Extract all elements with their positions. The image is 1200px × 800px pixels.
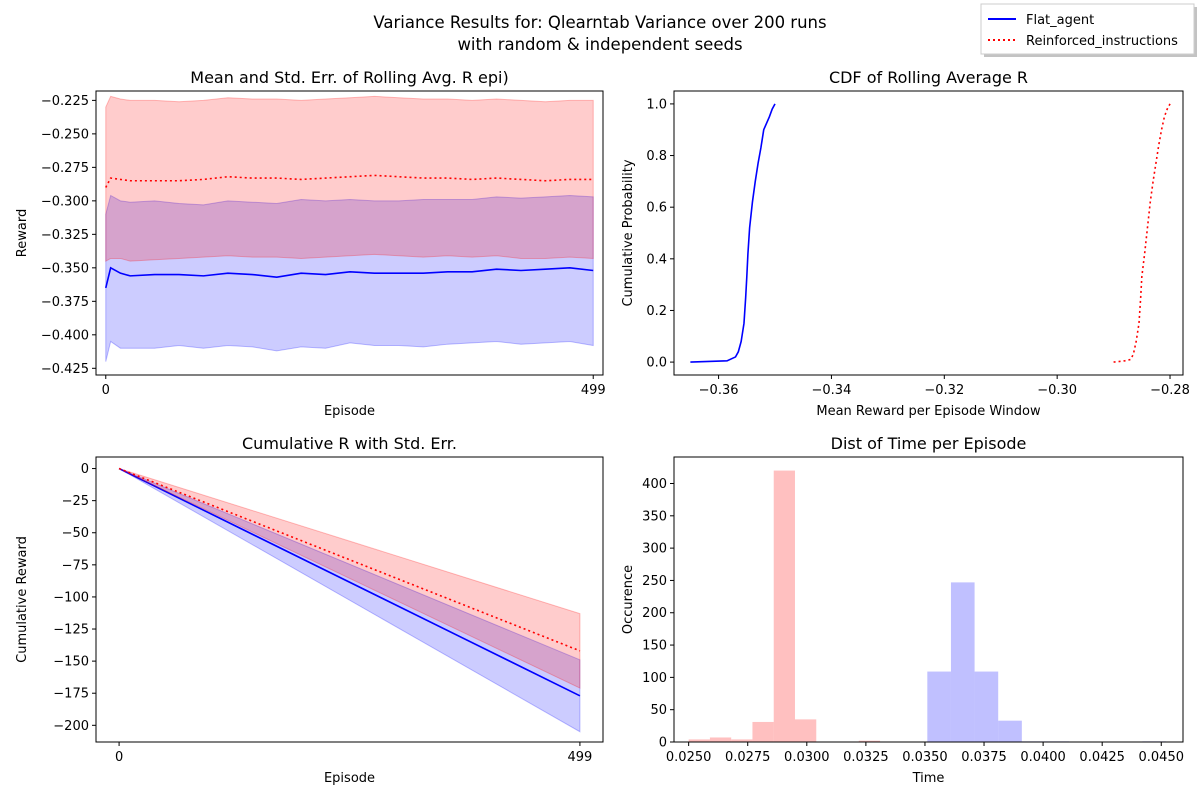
bar-reinforced-instructions-3 xyxy=(752,721,774,742)
y-tick-label: −0.400 xyxy=(41,328,89,343)
y-tick-label: −0.350 xyxy=(41,261,89,276)
y-tick-label: −175 xyxy=(53,687,89,702)
y-tick-label: 0.4 xyxy=(646,252,667,267)
bar-flat-agent-1 xyxy=(950,582,975,742)
x-tick-label: 0.0400 xyxy=(1020,750,1066,765)
line-reinforced-instructions xyxy=(1113,103,1171,363)
y-tick-label: −0.225 xyxy=(41,94,89,109)
x-tick-label: 0.0325 xyxy=(843,750,889,765)
band-reinforced-instructions xyxy=(105,95,594,262)
y-tick-label: −50 xyxy=(62,526,89,541)
bar-reinforced-instructions-4 xyxy=(773,470,795,742)
y-tick-label: −200 xyxy=(53,719,89,734)
y-tick-label: 200 xyxy=(642,606,667,621)
y-tick-label: 0 xyxy=(81,462,89,477)
legend-label-flat-agent: Flat_agent xyxy=(1026,13,1094,28)
y-tick-label: −75 xyxy=(62,558,89,573)
y-tick-label: 100 xyxy=(642,671,667,686)
line-flat-agent xyxy=(690,103,776,363)
bar-reinforced-instructions-2 xyxy=(731,739,753,742)
axes-frame xyxy=(95,90,604,376)
bar-reinforced-instructions-0 xyxy=(688,739,710,742)
y-tick-label: 0.0 xyxy=(646,356,667,371)
axes-frame xyxy=(673,456,1184,743)
band-reinforced-instructions xyxy=(118,468,581,689)
band-flat-agent xyxy=(105,194,594,362)
x-axis-label: Mean Reward per Episode Window xyxy=(816,404,1041,419)
x-tick-label: −0.30 xyxy=(1037,383,1077,398)
bar-flat-agent-3 xyxy=(998,720,1022,742)
y-axis-label: Cumulative Probability xyxy=(621,159,636,306)
x-tick-label: −0.36 xyxy=(699,383,739,398)
y-tick-label: −100 xyxy=(53,590,89,605)
x-tick-label: 0 xyxy=(102,383,110,398)
y-axis-label: Cumulative Reward xyxy=(15,536,30,663)
y-tick-label: 300 xyxy=(642,542,667,557)
y-tick-label: 400 xyxy=(642,477,667,492)
x-tick-label: −0.32 xyxy=(924,383,964,398)
y-tick-label: 0 xyxy=(659,736,667,751)
axes-frame xyxy=(95,456,604,743)
chart-cumulative: 0 499 0 −25 −50 −75 −100 −125 −150 −175 −200 Cumula… xyxy=(15,434,604,786)
chart-cdf: −0.36 −0.34 −0.32 −0.30 −0.28 0.0 0.2 0.4 0.6 0.8… xyxy=(621,68,1190,419)
y-tick-label: 350 xyxy=(642,509,667,524)
x-axis-label: Time xyxy=(912,771,945,786)
legend: Flat_agent Reinforced_instructions xyxy=(980,3,1197,57)
y-tick-label: −0.425 xyxy=(41,362,89,377)
x-tick-label: 0.0425 xyxy=(1079,750,1125,765)
y-tick-label: −125 xyxy=(53,623,89,638)
x-tick-label: 0.0250 xyxy=(666,750,712,765)
bar-flat-agent-0 xyxy=(927,671,951,742)
axes-layer: 0 499−0.225−0.250−0.275−0.300−0.325−0.350… xyxy=(15,68,1190,786)
x-tick-label: 0.0300 xyxy=(784,750,830,765)
x-tick-label: 499 xyxy=(581,383,606,398)
chart-title: Dist of Time per Episode xyxy=(831,434,1027,453)
figure-title-line-2: with random & independent seeds xyxy=(457,35,743,54)
y-tick-label: −0.275 xyxy=(41,161,89,176)
x-tick-label: 0 xyxy=(115,750,123,765)
x-axis-label: Episode xyxy=(324,404,375,419)
line-flat-agent xyxy=(118,467,581,697)
legend-frame xyxy=(980,3,1195,55)
y-tick-label: 0.6 xyxy=(646,201,667,216)
y-tick-label: −0.325 xyxy=(41,228,89,243)
bar-reinforced-instructions-6 xyxy=(858,740,881,742)
y-tick-label: 1.0 xyxy=(646,97,667,112)
y-tick-label: −0.300 xyxy=(41,194,89,209)
line-flat-agent xyxy=(104,266,594,289)
x-tick-label: 0.0275 xyxy=(725,750,771,765)
x-tick-label: 0.0450 xyxy=(1139,750,1185,765)
line-reinforced-instructions xyxy=(105,174,594,188)
chart-title: Mean and Std. Err. of Rolling Avg. R epi… xyxy=(190,68,508,87)
bar-flat-agent-2 xyxy=(974,671,999,742)
y-tick-label: −25 xyxy=(62,494,89,509)
y-tick-label: −150 xyxy=(53,655,89,670)
x-axis-label: Episode xyxy=(324,771,375,786)
x-tick-label: 0.0350 xyxy=(902,750,948,765)
y-axis-label: Occurence xyxy=(621,565,636,634)
y-axis-label: Reward xyxy=(15,209,30,257)
x-tick-label: −0.34 xyxy=(812,383,852,398)
bar-reinforced-instructions-5 xyxy=(794,719,817,742)
chart-time_hist: 0.0250 0.0275 0.0300 0.0325 0.0350 0.0375 0.04… xyxy=(621,434,1184,786)
legend-label-reinforced-instructions: Reinforced_instructions xyxy=(1026,34,1178,49)
y-tick-label: 50 xyxy=(650,703,667,718)
y-tick-label: −0.250 xyxy=(41,127,89,142)
y-tick-label: −0.375 xyxy=(41,295,89,310)
x-tick-label: 0.0375 xyxy=(961,750,1007,765)
chart-rolling: 0 499 −0.225 −0.250 −0.275 −0.300 −0.325 −0.350… xyxy=(15,68,606,419)
y-tick-label: 0.2 xyxy=(646,304,667,319)
figure-title-line-1: Variance Results for: Qlearntab Variance… xyxy=(373,13,827,32)
bar-reinforced-instructions-1 xyxy=(709,737,732,742)
chart-title: CDF of Rolling Average R xyxy=(829,68,1028,87)
y-tick-label: 250 xyxy=(642,574,667,589)
chart-title: Cumulative R with Std. Err. xyxy=(242,434,457,453)
x-tick-label: −0.28 xyxy=(1150,383,1190,398)
y-tick-label: 150 xyxy=(642,639,667,654)
x-tick-label: 499 xyxy=(567,750,592,765)
y-tick-label: 0.8 xyxy=(646,149,667,164)
axes-frame xyxy=(673,90,1184,376)
